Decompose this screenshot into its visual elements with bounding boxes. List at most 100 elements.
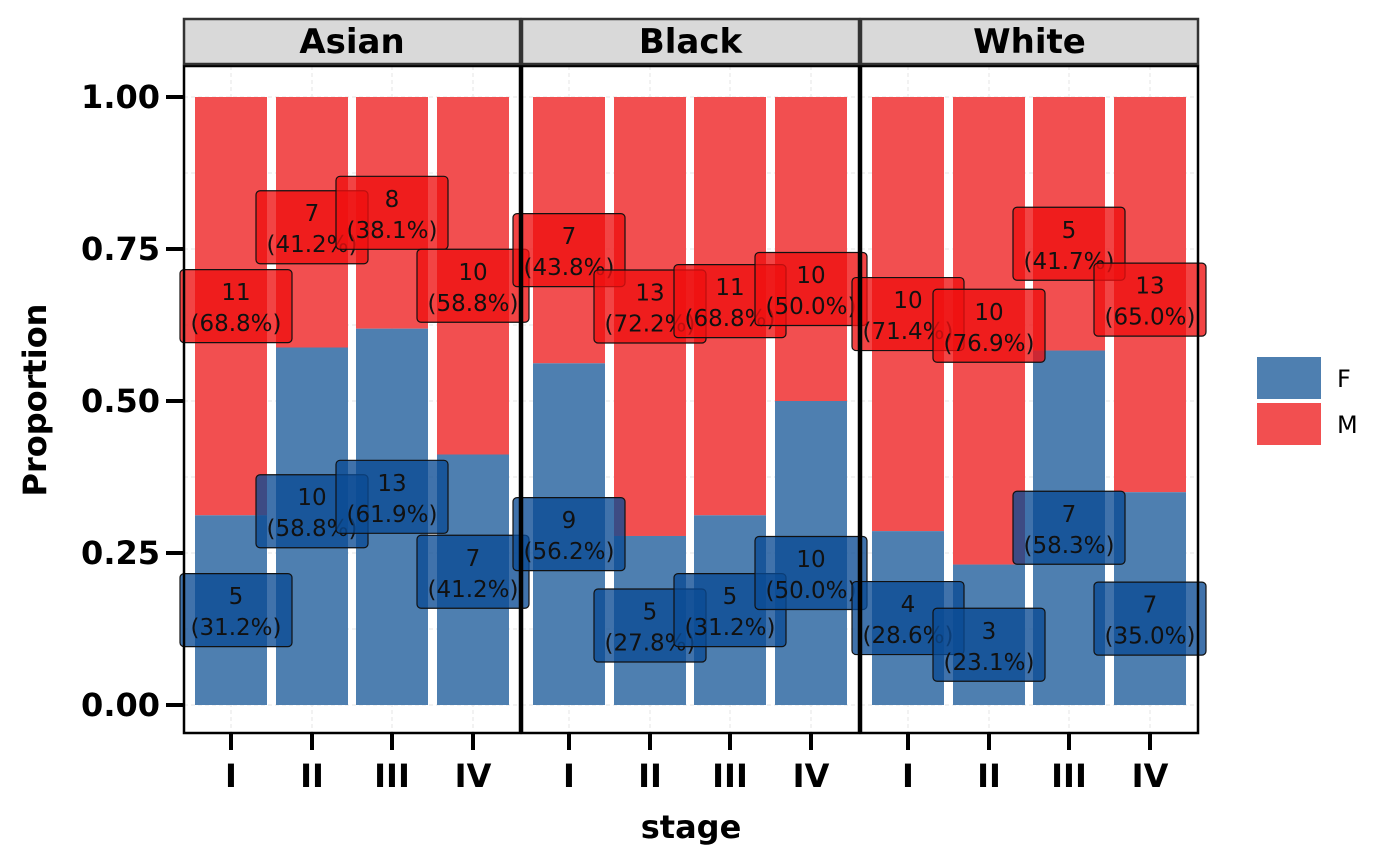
frames-layer: Asian Black White (182, 17, 1200, 735)
data-label-box (1012, 490, 1126, 565)
data-label-count: 10 (974, 300, 1003, 326)
bar-segment-m (775, 97, 847, 401)
y-axis: 0.00 0.25 0.50 0.75 1.00 (81, 78, 184, 724)
data-label-count: 5 (1062, 218, 1077, 244)
data-label-m: 5(41.7%) (1012, 206, 1126, 281)
data-label-count: 5 (229, 584, 244, 610)
data-label-count: 10 (893, 288, 922, 314)
x-tick-label: I (563, 757, 575, 795)
data-label-percent: (50.0%) (765, 578, 856, 604)
facet-strip (182, 17, 522, 66)
x-tick-label: I (902, 757, 914, 795)
data-label-f: 10 (50.0%) (754, 535, 868, 611)
x-axis-title: stage (641, 808, 742, 846)
data-label-box (335, 175, 449, 250)
data-label-percent: (76.9%) (943, 331, 1034, 357)
data-label-box (1012, 206, 1126, 281)
data-label-count: 13 (377, 471, 406, 497)
data-label-box (179, 269, 293, 344)
data-label-count: 5 (643, 599, 658, 625)
x-tick-label: II (300, 757, 324, 795)
data-label-m: 8 (38.1%) (335, 175, 449, 250)
data-label-count: 7 (466, 546, 481, 572)
data-label-f: 7 (41.2%) (416, 534, 530, 609)
x-tick-label: IV (1132, 757, 1169, 795)
x-tick-label: II (977, 757, 1001, 795)
data-label-box (1093, 581, 1207, 656)
data-label-count: 10 (796, 263, 825, 289)
panel-border (859, 64, 1200, 735)
facet-strip-label: Asian (299, 22, 404, 62)
data-label-f: 5 (31.2%) (673, 573, 787, 648)
data-label-box (335, 459, 449, 534)
data-label-percent: (31.2%) (684, 615, 775, 641)
data-label-percent: (58.3%) (1023, 533, 1114, 559)
legend-key-f (1257, 357, 1321, 399)
data-label-percent: (38.1%) (346, 218, 437, 244)
data-label-count: 3 (982, 619, 997, 645)
data-label-count: 4 (901, 592, 916, 618)
data-label-count: 13 (1135, 274, 1164, 300)
data-label-count: 11 (221, 280, 250, 306)
x-tick-label: II (638, 757, 662, 795)
data-label-box (416, 534, 530, 609)
data-label-count: 10 (458, 260, 487, 286)
data-label-percent: (68.8%) (190, 311, 281, 337)
legend-label-m: M (1337, 411, 1358, 439)
data-label-f: 13 (61.9%) (335, 459, 449, 534)
y-tick-label: 0.25 (81, 534, 160, 572)
data-label-count: 7 (562, 224, 577, 250)
legend: FM (1257, 357, 1358, 445)
data-label-box (754, 535, 868, 611)
facet-strip (520, 17, 861, 66)
data-label-count: 8 (385, 187, 400, 213)
x-tick-label: III (1051, 757, 1087, 795)
facet-strip (859, 17, 1200, 66)
data-label-f: 5 (31.2%) (179, 573, 293, 648)
data-label-box (1093, 262, 1207, 337)
y-tick-label: 0.50 (81, 382, 160, 420)
data-label-percent: (56.2%) (523, 539, 614, 565)
x-tick-label: IV (455, 757, 492, 795)
data-label-count: 11 (715, 275, 744, 301)
data-label-percent: (41.2%) (427, 577, 518, 603)
x-tick-label: III (712, 757, 748, 795)
data-label-m: 10 (76.9%) (932, 288, 1046, 363)
data-label-f: 7 (35.0%) (1093, 581, 1207, 656)
data-label-m: 13 (65.0%) (1093, 262, 1207, 337)
data-label-m: 10 (50.0%) (754, 251, 868, 327)
data-label-f: 7 (58.3%) (1012, 490, 1126, 565)
panel-border (520, 64, 861, 735)
facet-strip-label: White (973, 22, 1086, 62)
data-label-percent: (61.9%) (346, 502, 437, 528)
x-axis: I II III IV I II III IV I II III IV (225, 733, 1169, 795)
data-label-m: 10 (58.8%) (416, 248, 530, 323)
data-label-box (932, 607, 1046, 682)
y-tick-label: 0.75 (81, 230, 160, 268)
x-tick-label: III (374, 757, 410, 795)
data-label-count: 7 (1062, 502, 1077, 528)
data-label-count: 7 (1143, 593, 1158, 619)
y-tick-label: 1.00 (81, 78, 160, 116)
data-label-box (179, 573, 293, 648)
data-label-percent: (31.2%) (190, 615, 281, 641)
data-label-m: 7(43.8%) (512, 213, 626, 288)
facet-strip-label: Black (639, 22, 744, 62)
data-label-count: 7 (305, 201, 320, 227)
legend-key-m (1257, 403, 1321, 445)
data-label-percent: (58.8%) (427, 291, 518, 317)
legend-label-f: F (1337, 365, 1351, 393)
data-label-percent: (35.0%) (1104, 624, 1195, 650)
y-axis-title: Proportion (16, 304, 54, 497)
data-label-count: 10 (297, 485, 326, 511)
data-label-box (512, 213, 626, 288)
data-label-box (932, 288, 1046, 363)
data-label-count: 5 (723, 584, 738, 610)
y-tick-label: 0.00 (81, 686, 160, 724)
data-label-box (512, 497, 626, 572)
x-tick-label: I (225, 757, 237, 795)
data-label-count: 10 (796, 547, 825, 573)
data-label-percent: (23.1%) (943, 650, 1034, 676)
data-label-m: 11 (68.8%) (179, 269, 293, 344)
